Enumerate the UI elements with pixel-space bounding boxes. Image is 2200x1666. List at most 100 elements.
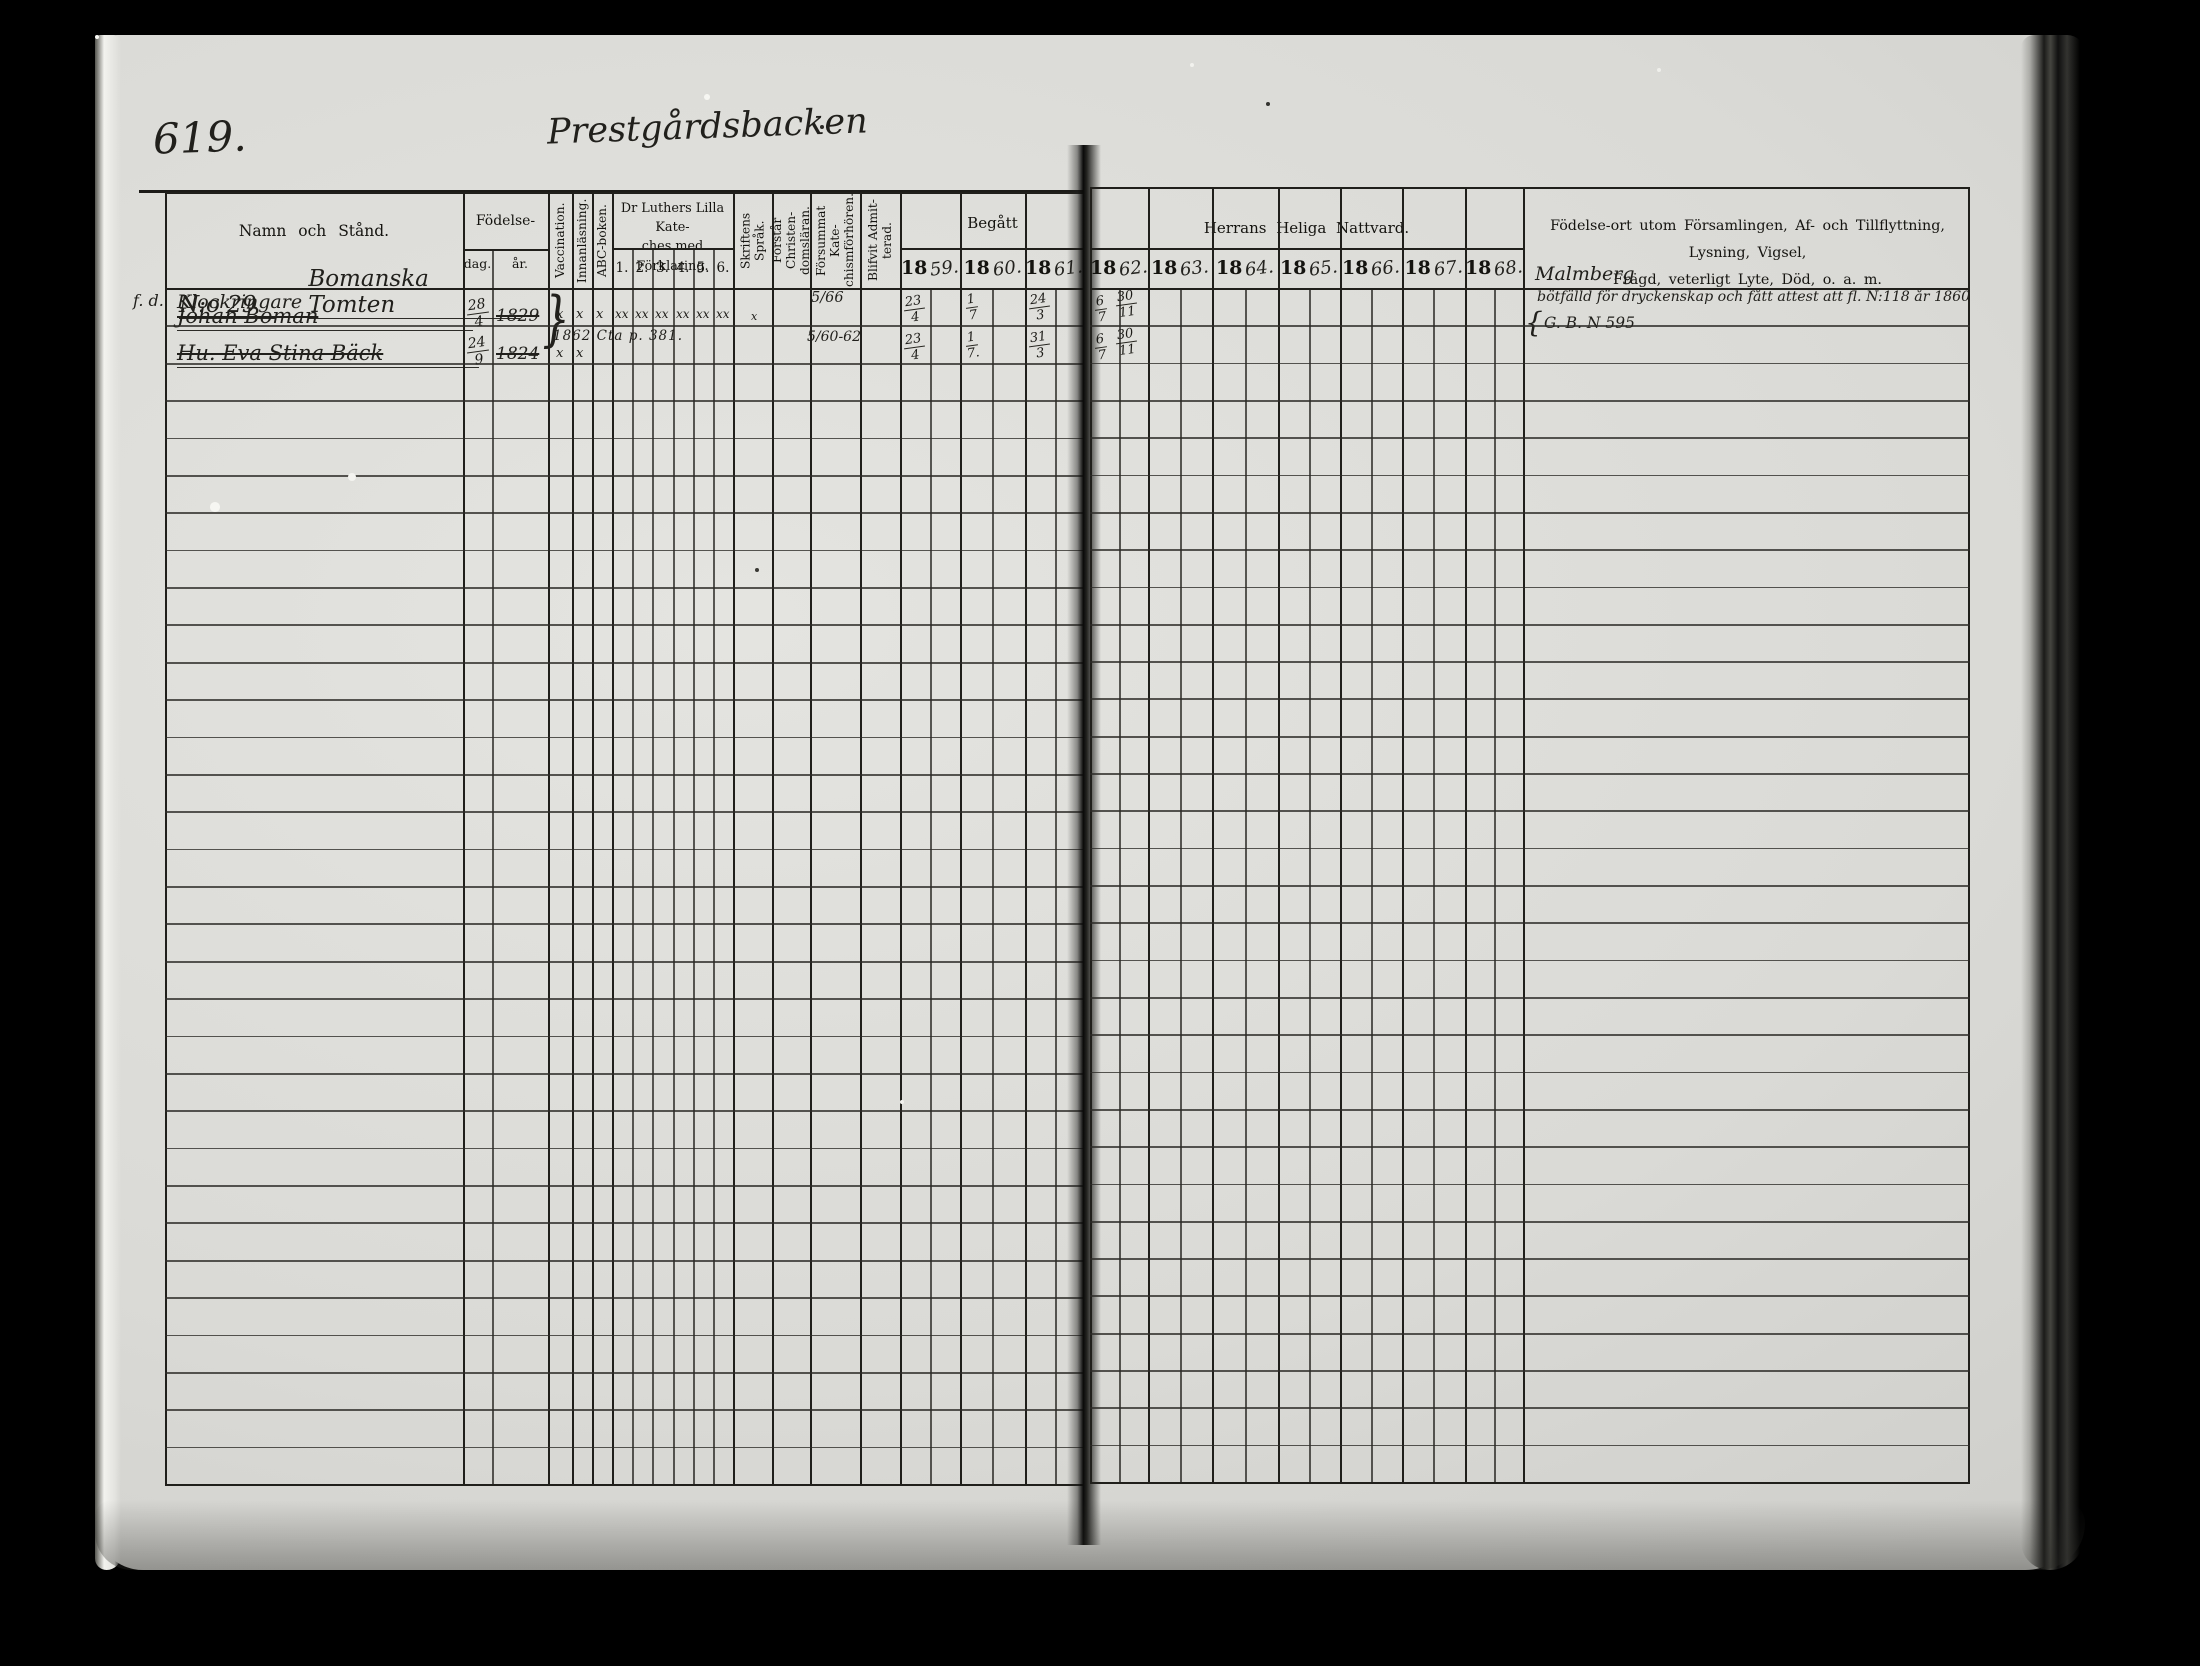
communion-date-1861: 24 3 [1027, 291, 1051, 323]
grid-line [612, 248, 733, 250]
grid-line [1090, 773, 1970, 775]
grid-line [900, 248, 1085, 250]
book-gutter [1067, 145, 1101, 1545]
grid-line [1090, 735, 1970, 738]
person2-remark: G. B. N 595 [1544, 314, 1636, 332]
grid-line [1090, 623, 1970, 626]
reading-mark: x [576, 346, 584, 361]
grid-line [165, 699, 1085, 701]
birth-year-header: år. [511, 256, 529, 271]
catechism-group-header: Dr Luthers Lilla Kate- ches med Förklari… [620, 201, 725, 274]
grid-line [165, 1334, 1085, 1337]
grid-line [548, 192, 550, 1484]
catechism-col-header: 1. [615, 260, 629, 276]
grid-line [1090, 996, 1970, 999]
grid-line [1402, 187, 1404, 1482]
grid-line [1090, 187, 1092, 1482]
catechism-mark: xx [676, 307, 690, 321]
notes-brace: { [1525, 306, 1543, 339]
year-prefix: 18 [900, 257, 928, 279]
page-left-edge [95, 35, 121, 1570]
year-header-1866: 18 66. [1341, 255, 1402, 281]
person2-birth-year: 1824 [496, 344, 540, 364]
person1-remark: bötfälld för dryckenskap och fått attest… [1537, 289, 1971, 305]
grid-line [612, 192, 614, 1484]
grid-line [165, 624, 1085, 627]
catechism-col-header: 3. [656, 260, 669, 276]
grid-line [693, 248, 695, 1484]
grid-line [165, 1484, 1085, 1486]
grid-line [165, 773, 1085, 776]
year-header-1868: 18 68. [1464, 255, 1525, 281]
grid-line [860, 192, 862, 1484]
name-column-header: Namn och Stånd. [238, 222, 390, 240]
catechism-mark: xx [655, 307, 669, 321]
grid-line [1090, 1146, 1970, 1148]
left-table: Namn och Stånd. Födelse- dag. år. Vaccin… [165, 192, 1085, 1486]
top-rule-left [139, 190, 1085, 193]
grid-line [165, 474, 1085, 477]
grid-line [463, 192, 465, 1484]
catechism-mark: xx [696, 307, 710, 321]
grid-line [165, 886, 1085, 888]
grid-line [1212, 187, 1214, 1482]
grid-line [492, 249, 494, 1484]
grid-line [1090, 288, 1970, 290]
vaccination-brace: } [542, 284, 570, 354]
catechism-mark: xx [716, 307, 730, 321]
grid-line [1025, 192, 1027, 1484]
grid-line [165, 811, 1085, 814]
missed-entry: 5/66 [811, 290, 844, 306]
grid-line [632, 248, 634, 1484]
person1-name: Johan Boman [177, 304, 473, 331]
notes-column-header: Födelse-ort utom Församlingen, Af- och T… [1550, 218, 1945, 289]
grid-line [165, 437, 1085, 440]
grid-line [1090, 1444, 1970, 1447]
scripture-mark: x [751, 310, 758, 323]
grid-line [1340, 187, 1342, 1482]
reading-column-header: Innanläsning. [574, 198, 589, 283]
group-heading: N:o 29 Bomanska Tomten [179, 266, 521, 319]
person1-birth-year: 1829 [496, 306, 540, 326]
grid-line [900, 192, 902, 1484]
grid-line [1090, 1220, 1970, 1223]
grid-line [1090, 1482, 1970, 1484]
communion-date-1862: 30 11 [1114, 287, 1137, 322]
grid-line [165, 923, 1085, 926]
grid-line [165, 1185, 1085, 1187]
grid-line [165, 288, 1085, 290]
grid-line [1278, 187, 1280, 1482]
grid-line [673, 248, 675, 1484]
grid-line [1090, 922, 1970, 925]
abc-mark: x [596, 307, 604, 322]
grid-line [1090, 511, 1970, 514]
grid-line [572, 192, 574, 1484]
grid-line [165, 400, 1085, 402]
grid-line [1090, 325, 1970, 328]
grid-line [960, 192, 962, 1484]
grid-line [165, 998, 1085, 1000]
communion-date-1861: 31 3 [1027, 329, 1051, 361]
grid-line [652, 248, 654, 1484]
catechism-col-header: 2. [635, 260, 649, 276]
page-number: 619. [152, 111, 248, 164]
communion-begun-header: Begått [967, 214, 1018, 232]
grid-line [1090, 810, 1970, 813]
grid-line [1090, 847, 1970, 850]
catechism-note: 1862 Cta p. 381. [553, 328, 684, 344]
grid-line [165, 1371, 1085, 1374]
grid-line [165, 192, 167, 1484]
grid-line [1090, 661, 1970, 663]
grid-line [165, 848, 1085, 851]
grid-line [1090, 1108, 1970, 1111]
year-handwritten: 60. [991, 255, 1023, 281]
catechism-col-header: 4. [676, 260, 690, 276]
grid-line [165, 587, 1085, 589]
admitted-column-header: Blifvit Admit- terad. [865, 199, 894, 282]
grid-line [165, 1259, 1085, 1262]
vaccination-mark: x [556, 346, 564, 361]
grid-line [165, 661, 1085, 664]
vaccination-mark: x [556, 307, 564, 322]
